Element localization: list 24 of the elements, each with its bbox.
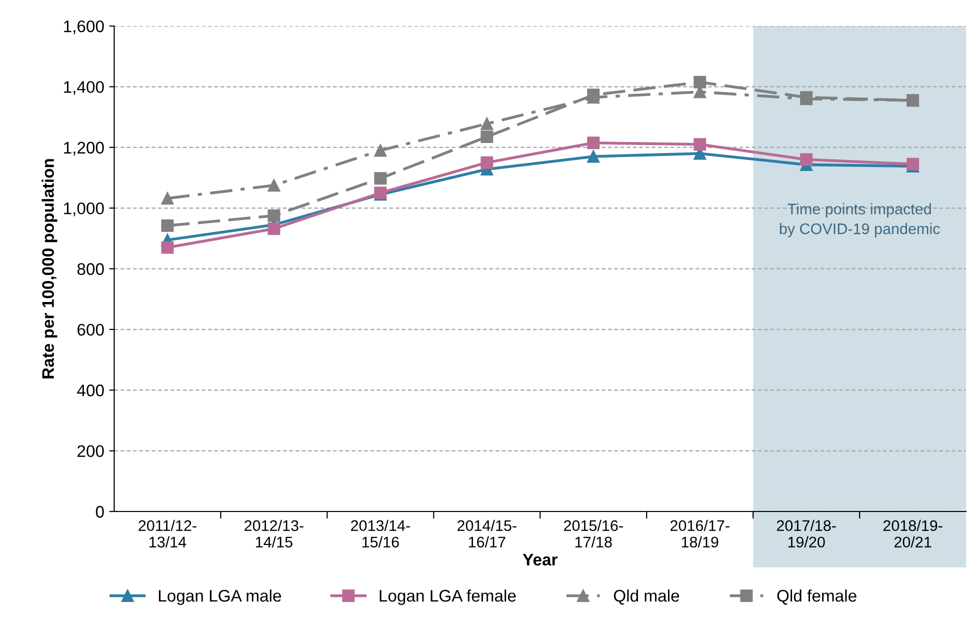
x-tick-label: 2017/18- 19/20 — [776, 520, 836, 548]
x-tick-label: 2015/16- 17/18 — [564, 520, 623, 548]
y-tick-label: 200 — [78, 445, 104, 458]
y-tick-label: 600 — [78, 324, 104, 336]
legend-label: Qld male — [614, 589, 680, 605]
legend-label: Logan LGA male — [158, 589, 282, 605]
x-tick-label: 2014/15- 16/17 — [458, 520, 516, 548]
y-axis-title: Rate per 100,000 population — [42, 159, 58, 378]
y-tick-label: 1,600 — [64, 20, 104, 34]
y-tick-label: 0 — [96, 506, 104, 518]
x-tick-label: 2018/19- 20/21 — [883, 520, 942, 548]
y-tick-label: 1,000 — [64, 202, 104, 216]
x-axis-title: Year — [522, 554, 558, 566]
legend-label: Qld female — [777, 589, 856, 605]
x-tick-label: 2013/14- 15/16 — [351, 520, 410, 548]
y-tick-label: 400 — [77, 384, 104, 396]
legend-label: Logan LGA female — [380, 589, 516, 605]
x-tick-label: 2011/12- 13/14 — [138, 520, 196, 548]
x-tick-label: 2012/13- 14/15 — [244, 520, 304, 548]
x-tick-label: 2016/17- 18/19 — [670, 520, 730, 548]
y-tick-label: 1,400 — [64, 81, 104, 95]
y-tick-label: 1,200 — [64, 142, 104, 156]
y-tick-label: 800 — [77, 263, 104, 275]
band-label: Time points impacted by COVID-19 pandemic — [780, 203, 940, 238]
